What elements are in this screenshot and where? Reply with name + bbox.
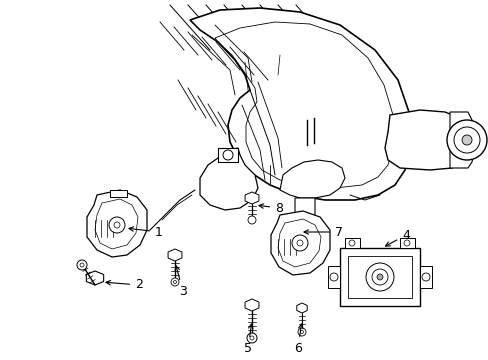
Text: 1: 1 bbox=[129, 225, 163, 239]
Polygon shape bbox=[244, 192, 259, 204]
Text: 2: 2 bbox=[106, 279, 142, 292]
Polygon shape bbox=[339, 248, 419, 306]
Polygon shape bbox=[419, 266, 431, 288]
Text: 6: 6 bbox=[293, 324, 303, 355]
Polygon shape bbox=[218, 148, 238, 162]
Circle shape bbox=[77, 260, 87, 270]
Circle shape bbox=[247, 216, 256, 224]
Polygon shape bbox=[449, 112, 474, 168]
Circle shape bbox=[114, 222, 120, 228]
Polygon shape bbox=[200, 148, 258, 210]
Circle shape bbox=[461, 135, 471, 145]
Text: 7: 7 bbox=[304, 225, 342, 239]
Text: 3: 3 bbox=[175, 266, 186, 298]
Circle shape bbox=[109, 217, 125, 233]
Polygon shape bbox=[270, 211, 329, 275]
Circle shape bbox=[403, 240, 409, 246]
Polygon shape bbox=[384, 110, 467, 170]
Polygon shape bbox=[168, 249, 182, 261]
Circle shape bbox=[171, 278, 179, 286]
Circle shape bbox=[296, 240, 303, 246]
Circle shape bbox=[80, 263, 84, 267]
Circle shape bbox=[297, 328, 305, 336]
Circle shape bbox=[249, 336, 253, 340]
Polygon shape bbox=[244, 299, 259, 311]
Polygon shape bbox=[86, 271, 103, 285]
Circle shape bbox=[223, 150, 232, 160]
Circle shape bbox=[365, 263, 393, 291]
Circle shape bbox=[371, 269, 387, 285]
Polygon shape bbox=[190, 8, 409, 200]
Polygon shape bbox=[399, 238, 414, 248]
Circle shape bbox=[291, 235, 307, 251]
Circle shape bbox=[376, 274, 382, 280]
Text: 4: 4 bbox=[385, 229, 409, 246]
Circle shape bbox=[173, 280, 176, 284]
Text: 5: 5 bbox=[244, 324, 252, 355]
Circle shape bbox=[421, 273, 429, 281]
Polygon shape bbox=[327, 266, 339, 288]
Polygon shape bbox=[296, 303, 306, 313]
Polygon shape bbox=[294, 198, 314, 222]
Circle shape bbox=[246, 333, 257, 343]
Circle shape bbox=[300, 330, 303, 333]
Polygon shape bbox=[280, 160, 345, 198]
Circle shape bbox=[348, 240, 354, 246]
Polygon shape bbox=[345, 238, 359, 248]
Circle shape bbox=[446, 120, 486, 160]
Polygon shape bbox=[87, 190, 147, 257]
Polygon shape bbox=[110, 190, 127, 197]
Text: 8: 8 bbox=[259, 202, 283, 215]
Circle shape bbox=[329, 273, 337, 281]
Circle shape bbox=[453, 127, 479, 153]
